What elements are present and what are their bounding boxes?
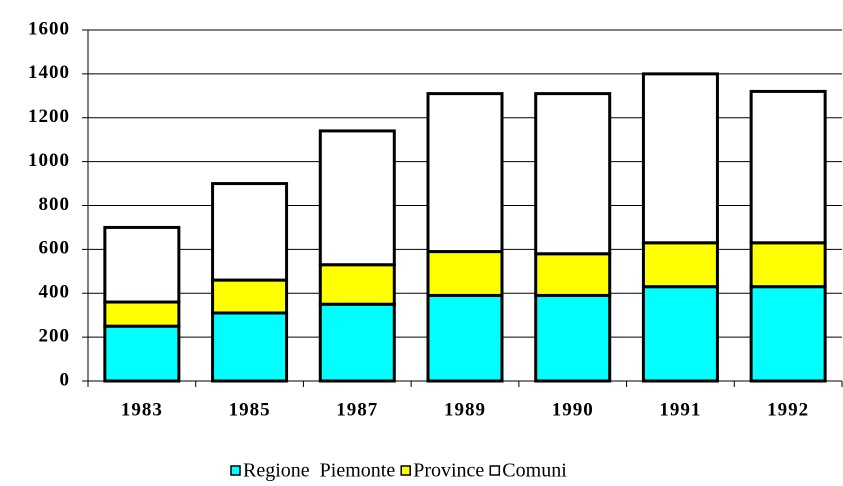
bar-segment <box>749 89 827 245</box>
bar-segment <box>641 241 719 289</box>
bar-segment <box>534 92 612 256</box>
legend-label: Province <box>413 460 484 482</box>
bar-segment <box>318 302 396 383</box>
bar-segment <box>426 293 504 383</box>
x-tick-label: 1991 <box>659 399 701 420</box>
bar-segment <box>534 252 612 297</box>
legend-label: Regione Piemonte <box>243 460 395 482</box>
bar-segment <box>211 182 289 282</box>
bar-segment <box>103 324 181 383</box>
y-tick-label: 800 <box>39 194 71 215</box>
bar-segment <box>534 293 612 383</box>
y-tick-label: 600 <box>39 238 71 259</box>
legend-label: Comuni <box>502 460 567 482</box>
x-tick-label: 1983 <box>121 399 163 420</box>
bar-segment <box>641 285 719 383</box>
legend-swatch <box>230 465 241 476</box>
bar-segment <box>211 311 289 383</box>
legend-swatch <box>489 465 501 476</box>
x-tick-label: 1985 <box>229 399 271 420</box>
bar-segment <box>426 92 504 254</box>
bar-segment <box>749 285 827 383</box>
bar-segment <box>318 129 396 267</box>
x-tick-label: 1992 <box>767 399 809 420</box>
bar-segment <box>641 72 719 245</box>
x-tick-label: 1989 <box>444 399 486 420</box>
x-tick-label: 1987 <box>336 399 378 420</box>
y-tick-label: 1600 <box>28 18 70 39</box>
legend-swatch <box>400 465 411 476</box>
bar-segment <box>426 250 504 297</box>
y-tick-label: 200 <box>39 325 71 346</box>
y-tick-label: 1000 <box>28 150 70 171</box>
bar-segment <box>211 278 289 315</box>
y-tick-label: 0 <box>60 369 71 390</box>
bar-segment <box>103 225 181 304</box>
y-tick-label: 1400 <box>28 62 70 83</box>
bar-segment <box>103 300 181 328</box>
bar-segment <box>318 263 396 306</box>
bar-segment <box>749 241 827 289</box>
y-tick-label: 400 <box>39 282 71 303</box>
y-tick-label: 1200 <box>28 106 70 127</box>
x-tick-label: 1990 <box>552 399 594 420</box>
